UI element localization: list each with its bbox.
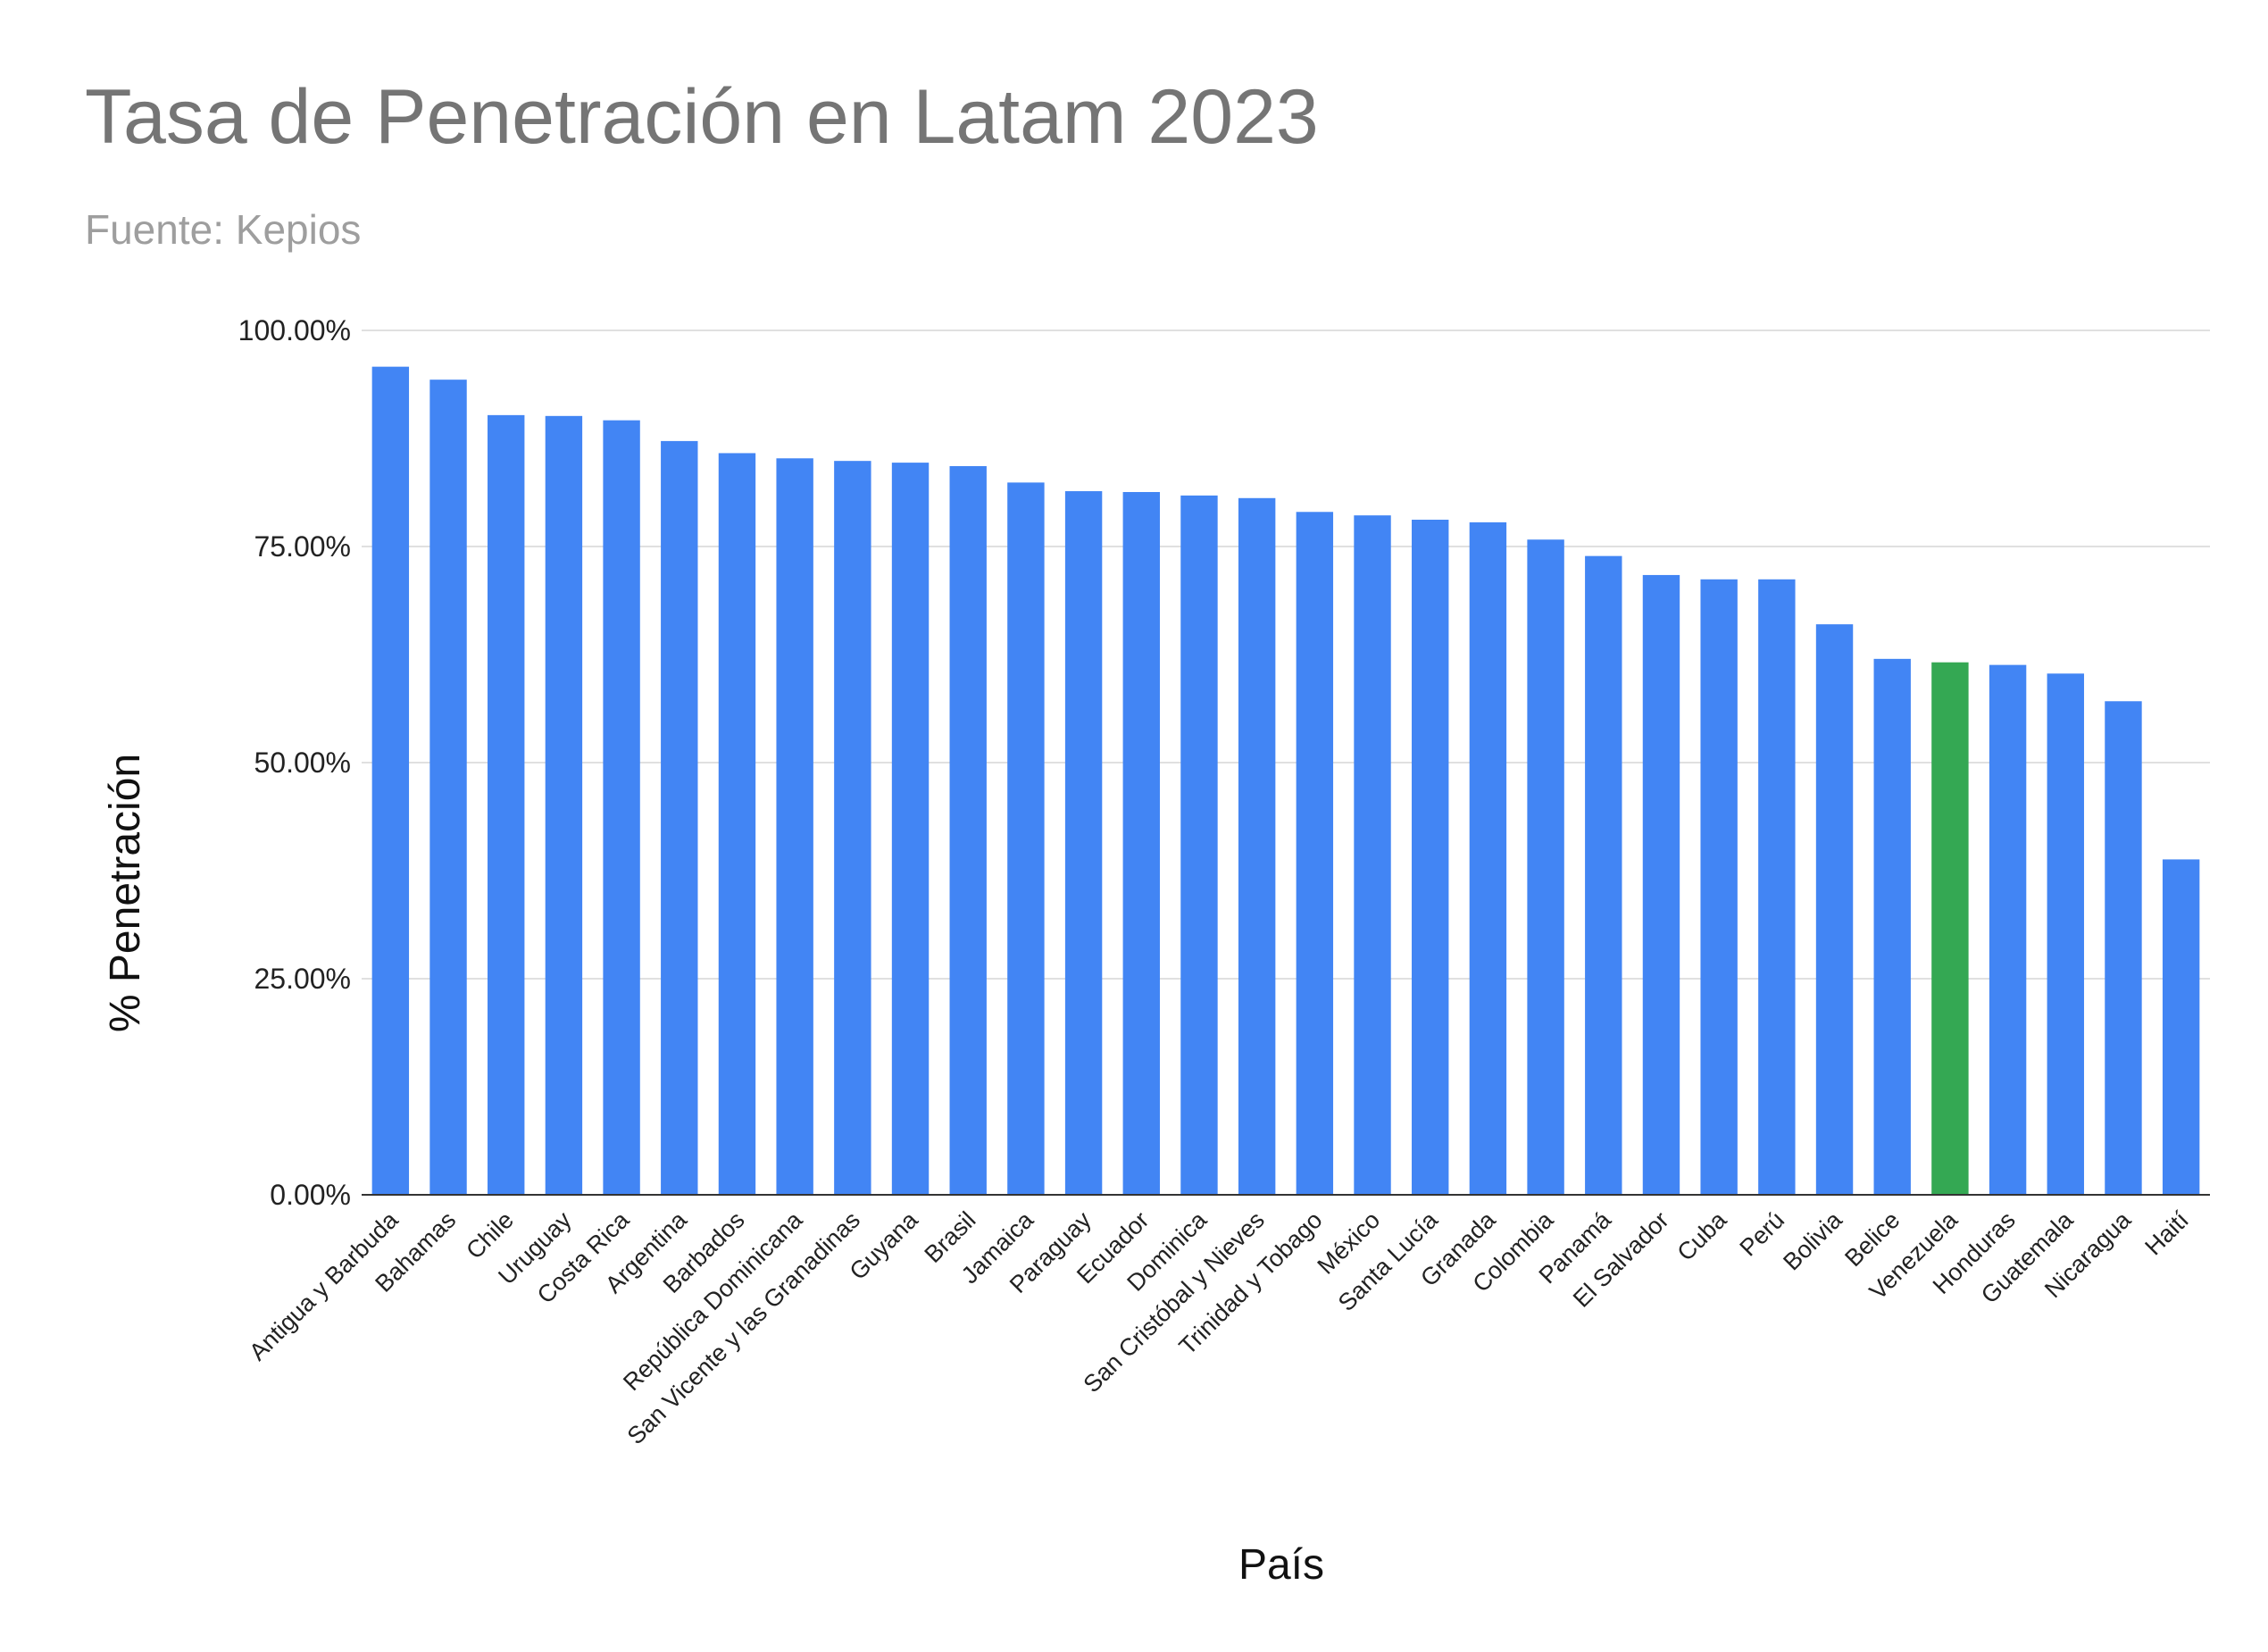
bar [1354, 515, 1391, 1195]
bar [891, 463, 930, 1195]
bar [2105, 701, 2142, 1195]
x-category-label: Bolivia [1778, 1206, 1847, 1275]
bar [371, 366, 410, 1195]
bar [776, 458, 813, 1195]
bar [545, 415, 583, 1195]
x-category-label: Haití [2139, 1206, 2194, 1261]
bar [1469, 521, 1507, 1195]
bar [1238, 497, 1276, 1195]
bar [661, 440, 698, 1195]
y-tick-label: 100.00% [238, 314, 351, 346]
y-axis-ticks: 0.00% 25.00% 50.00% 75.00% 100.00% [238, 314, 351, 1211]
bar [1758, 579, 1796, 1195]
bar [1527, 539, 1564, 1195]
bar [1180, 495, 1218, 1195]
bar [718, 453, 756, 1195]
bar [429, 380, 467, 1195]
y-axis-title: % Penetración [102, 754, 149, 1032]
bar [2162, 859, 2200, 1195]
y-tick-label: 0.00% [270, 1179, 351, 1211]
bar [834, 461, 871, 1195]
bar [1296, 512, 1334, 1195]
bar [2047, 673, 2084, 1195]
bar [603, 420, 640, 1195]
bar [1700, 579, 1738, 1195]
bars [371, 366, 2200, 1195]
bar [488, 414, 525, 1195]
bar [1122, 492, 1160, 1195]
bar [949, 465, 987, 1195]
x-axis-title: País [1238, 1541, 1324, 1589]
bar [1931, 662, 1969, 1195]
y-tick-label: 75.00% [254, 530, 351, 563]
bar [1007, 482, 1045, 1195]
y-tick-label: 25.00% [254, 963, 351, 995]
chart-subtitle: Fuente: Kepios [85, 206, 362, 253]
chart-title: Tasa de Penetración en Latam 2023 [85, 74, 1319, 160]
bar [1989, 664, 2027, 1195]
bar [1642, 574, 1680, 1195]
bar [1412, 519, 1449, 1195]
bar [1064, 491, 1103, 1195]
bar [1585, 555, 1622, 1195]
bar [1873, 658, 1911, 1195]
x-category-label: Cuba [1672, 1206, 1733, 1266]
bar [1815, 624, 1854, 1195]
y-tick-label: 50.00% [254, 747, 351, 779]
